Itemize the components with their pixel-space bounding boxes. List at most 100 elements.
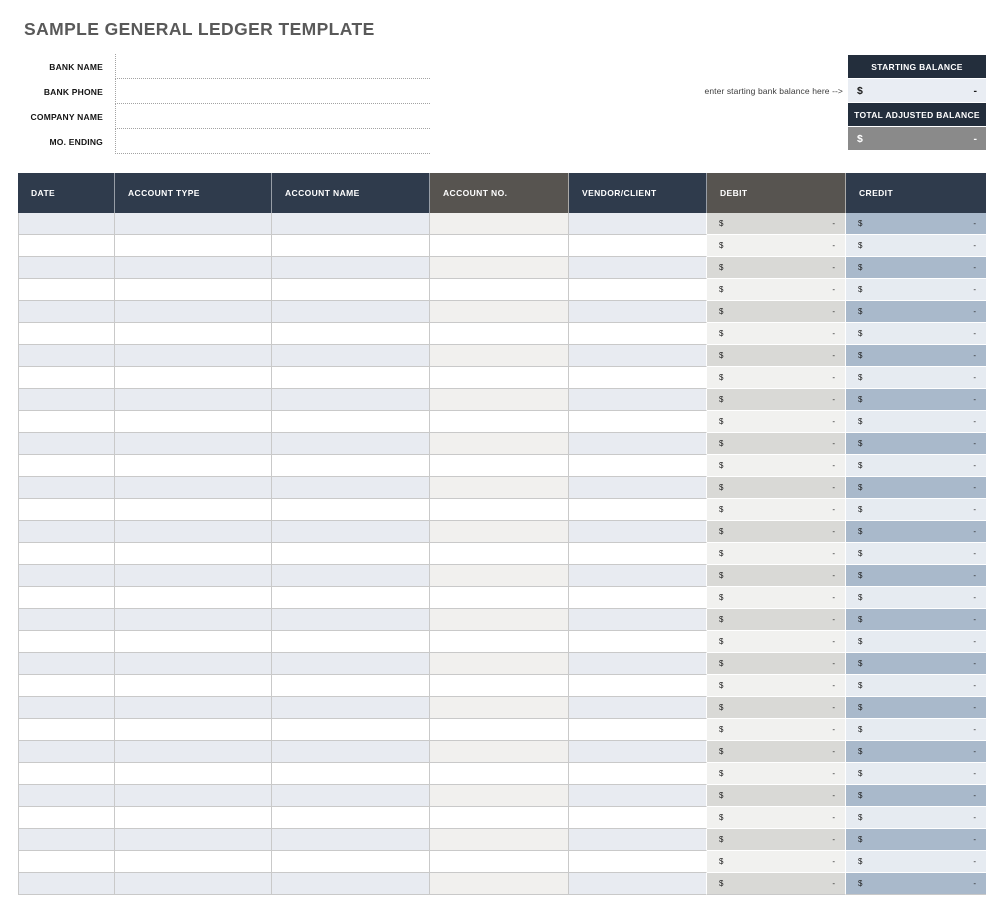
cell-account-name[interactable]	[272, 741, 430, 763]
cell-date[interactable]	[18, 697, 115, 719]
cell-account-name[interactable]	[272, 279, 430, 301]
cell-debit[interactable]: $ -	[707, 653, 846, 675]
cell-vendor-client[interactable]	[569, 367, 707, 389]
cell-vendor-client[interactable]	[569, 785, 707, 807]
cell-account-type[interactable]	[115, 785, 272, 807]
starting-balance-cell[interactable]: $ -	[848, 79, 986, 102]
cell-account-name[interactable]	[272, 323, 430, 345]
cell-credit[interactable]: $ -	[846, 213, 986, 235]
cell-debit[interactable]: $ -	[707, 719, 846, 741]
bank-phone-field[interactable]	[115, 79, 430, 104]
cell-account-type[interactable]	[115, 851, 272, 873]
cell-account-name[interactable]	[272, 631, 430, 653]
cell-debit[interactable]: $ -	[707, 741, 846, 763]
cell-vendor-client[interactable]	[569, 301, 707, 323]
cell-account-name[interactable]	[272, 477, 430, 499]
cell-credit[interactable]: $ -	[846, 257, 986, 279]
cell-account-no[interactable]	[430, 719, 569, 741]
cell-vendor-client[interactable]	[569, 741, 707, 763]
cell-vendor-client[interactable]	[569, 675, 707, 697]
cell-account-name[interactable]	[272, 367, 430, 389]
cell-credit[interactable]: $ -	[846, 367, 986, 389]
cell-account-type[interactable]	[115, 873, 272, 895]
cell-account-type[interactable]	[115, 697, 272, 719]
cell-account-type[interactable]	[115, 565, 272, 587]
cell-date[interactable]	[18, 609, 115, 631]
cell-vendor-client[interactable]	[569, 389, 707, 411]
cell-debit[interactable]: $ -	[707, 345, 846, 367]
cell-date[interactable]	[18, 367, 115, 389]
cell-account-name[interactable]	[272, 763, 430, 785]
cell-account-name[interactable]	[272, 301, 430, 323]
cell-account-type[interactable]	[115, 345, 272, 367]
cell-debit[interactable]: $ -	[707, 785, 846, 807]
cell-credit[interactable]: $ -	[846, 829, 986, 851]
cell-debit[interactable]: $ -	[707, 411, 846, 433]
cell-account-type[interactable]	[115, 477, 272, 499]
cell-vendor-client[interactable]	[569, 565, 707, 587]
cell-account-name[interactable]	[272, 257, 430, 279]
cell-account-type[interactable]	[115, 719, 272, 741]
cell-debit[interactable]: $ -	[707, 851, 846, 873]
cell-vendor-client[interactable]	[569, 323, 707, 345]
cell-account-type[interactable]	[115, 675, 272, 697]
cell-vendor-client[interactable]	[569, 719, 707, 741]
cell-debit[interactable]: $ -	[707, 367, 846, 389]
cell-account-type[interactable]	[115, 543, 272, 565]
cell-account-type[interactable]	[115, 301, 272, 323]
cell-account-name[interactable]	[272, 411, 430, 433]
cell-vendor-client[interactable]	[569, 653, 707, 675]
cell-date[interactable]	[18, 389, 115, 411]
cell-vendor-client[interactable]	[569, 477, 707, 499]
cell-debit[interactable]: $ -	[707, 477, 846, 499]
cell-date[interactable]	[18, 675, 115, 697]
cell-account-no[interactable]	[430, 697, 569, 719]
cell-account-type[interactable]	[115, 279, 272, 301]
cell-account-name[interactable]	[272, 829, 430, 851]
cell-date[interactable]	[18, 631, 115, 653]
cell-vendor-client[interactable]	[569, 235, 707, 257]
cell-date[interactable]	[18, 719, 115, 741]
cell-date[interactable]	[18, 433, 115, 455]
cell-account-no[interactable]	[430, 785, 569, 807]
cell-account-name[interactable]	[272, 345, 430, 367]
cell-account-no[interactable]	[430, 367, 569, 389]
cell-account-name[interactable]	[272, 697, 430, 719]
cell-date[interactable]	[18, 235, 115, 257]
cell-date[interactable]	[18, 323, 115, 345]
cell-debit[interactable]: $ -	[707, 587, 846, 609]
cell-credit[interactable]: $ -	[846, 235, 986, 257]
cell-vendor-client[interactable]	[569, 807, 707, 829]
cell-account-no[interactable]	[430, 213, 569, 235]
cell-vendor-client[interactable]	[569, 829, 707, 851]
cell-date[interactable]	[18, 257, 115, 279]
cell-account-no[interactable]	[430, 455, 569, 477]
cell-credit[interactable]: $ -	[846, 345, 986, 367]
cell-account-type[interactable]	[115, 499, 272, 521]
cell-account-name[interactable]	[272, 785, 430, 807]
cell-vendor-client[interactable]	[569, 213, 707, 235]
cell-account-no[interactable]	[430, 257, 569, 279]
cell-date[interactable]	[18, 851, 115, 873]
cell-account-type[interactable]	[115, 521, 272, 543]
cell-debit[interactable]: $ -	[707, 433, 846, 455]
cell-account-name[interactable]	[272, 565, 430, 587]
cell-account-name[interactable]	[272, 851, 430, 873]
cell-account-name[interactable]	[272, 675, 430, 697]
cell-account-no[interactable]	[430, 587, 569, 609]
cell-account-no[interactable]	[430, 763, 569, 785]
cell-account-no[interactable]	[430, 675, 569, 697]
cell-vendor-client[interactable]	[569, 257, 707, 279]
cell-debit[interactable]: $ -	[707, 631, 846, 653]
cell-debit[interactable]: $ -	[707, 543, 846, 565]
cell-date[interactable]	[18, 213, 115, 235]
cell-credit[interactable]: $ -	[846, 785, 986, 807]
cell-account-name[interactable]	[272, 499, 430, 521]
cell-account-no[interactable]	[430, 565, 569, 587]
cell-account-no[interactable]	[430, 851, 569, 873]
cell-credit[interactable]: $ -	[846, 675, 986, 697]
cell-account-no[interactable]	[430, 345, 569, 367]
cell-date[interactable]	[18, 301, 115, 323]
cell-credit[interactable]: $ -	[846, 741, 986, 763]
cell-account-name[interactable]	[272, 873, 430, 895]
